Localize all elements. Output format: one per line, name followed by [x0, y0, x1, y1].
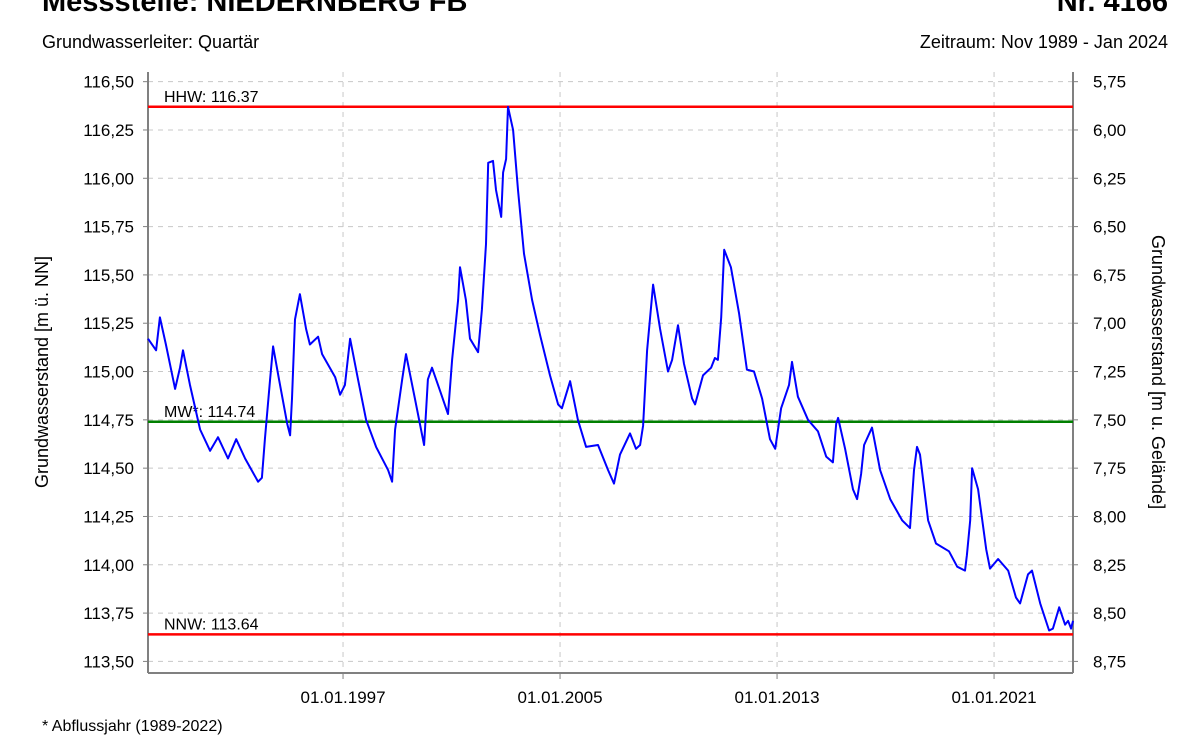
station-number: Nr. 4166 [1056, 0, 1168, 18]
y-right-tick-label: 7,50 [1093, 411, 1126, 430]
y-tick-label: 115,25 [83, 314, 134, 333]
y-axis-label: Grundwasserstand [m ü. NN] [32, 256, 52, 488]
reference-line-label: NNW: 113.64 [164, 616, 259, 633]
y-tick-label: 114,75 [83, 411, 134, 430]
y-right-tick-label: 6,25 [1093, 169, 1126, 188]
x-tick-label: 01.01.2005 [517, 688, 602, 707]
y-tick-label: 113,50 [83, 652, 134, 671]
y-tick-label: 116,00 [83, 169, 134, 188]
reference-line-label: HHW: 116.37 [164, 89, 259, 106]
axes: 116,50 5,75 116,25 6,00 116,00 6,25 115,75 6,50… [83, 72, 1126, 707]
y-right-tick-label: 6,00 [1093, 121, 1126, 140]
aquifer-label: Grundwasserleiter: Quartär [42, 32, 260, 52]
grid [148, 72, 1073, 673]
y-right-tick-label: 5,75 [1093, 73, 1126, 92]
y-right-tick-label: 7,25 [1093, 363, 1126, 382]
y-tick-label: 114,50 [83, 459, 134, 478]
y-right-tick-label: 7,75 [1093, 459, 1126, 478]
y-right-tick-label: 6,75 [1093, 266, 1126, 285]
footnote: * Abflussjahr (1989-2022) [42, 718, 223, 735]
series [147, 105, 1074, 632]
y-tick-label: 115,00 [83, 363, 134, 382]
x-tick-label: 01.01.1997 [300, 688, 385, 707]
reference-lines: HHW: 116.37 MW*: 114.74 NNW: 113.64 [148, 89, 1073, 636]
plot-area [148, 72, 1073, 673]
y-tick-label: 114,00 [83, 556, 134, 575]
reference-line-label: MW*: 114.74 [164, 404, 255, 421]
period-label: Zeitraum: Nov 1989 - Jan 2024 [919, 32, 1168, 52]
y-tick-label: 113,75 [83, 604, 134, 623]
y-axis-right-label: Grundwasserstand [m u. Gelände] [1148, 235, 1168, 509]
y-right-tick-label: 8,00 [1093, 507, 1126, 526]
y-tick-label: 116,50 [83, 73, 134, 92]
x-tick-label: 01.01.2021 [952, 688, 1037, 707]
x-tick-label: 01.01.2013 [735, 688, 820, 707]
groundwater-level-line [147, 105, 1074, 632]
y-right-tick-label: 8,50 [1093, 604, 1126, 623]
y-tick-label: 114,25 [83, 507, 134, 526]
y-tick-label: 115,50 [83, 266, 134, 285]
y-tick-label: 116,25 [83, 121, 134, 140]
y-right-tick-label: 8,75 [1093, 652, 1126, 671]
y-right-tick-label: 7,00 [1093, 314, 1126, 333]
y-right-tick-label: 6,50 [1093, 218, 1126, 237]
y-tick-label: 115,75 [83, 218, 134, 237]
station-title: Messstelle: NIEDERNBERG FB [42, 0, 468, 18]
y-right-tick-label: 8,25 [1093, 556, 1126, 575]
